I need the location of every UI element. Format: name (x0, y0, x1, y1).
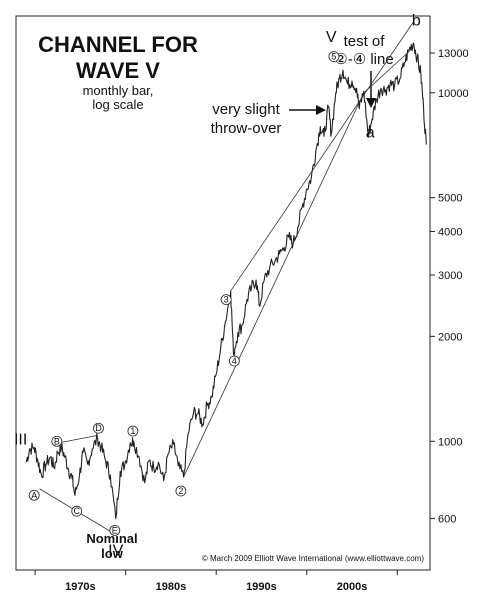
y-tick-label: 3000 (438, 270, 462, 282)
chart-title-line-2: WAVE V (76, 58, 160, 83)
circle-marker-label: 2 (178, 486, 183, 496)
nominal-low-line-1: Nominal (86, 531, 137, 546)
circle-marker (127, 425, 139, 437)
x-tick-label: 2000s (337, 581, 368, 593)
nominal-low-line-2: low (101, 546, 124, 561)
copyright-note: © March 2009 Elliott Wave International … (202, 554, 424, 563)
circle-marker (175, 485, 187, 497)
throw-over-line-1: very slight (212, 101, 280, 118)
y-tick-label: 1000 (438, 436, 462, 448)
circle-marker-label: B (54, 436, 60, 446)
channel-lower-extension (363, 47, 414, 94)
channel-lines (39, 21, 414, 535)
circle-marker-label: E (112, 525, 118, 535)
circle-marker (93, 422, 104, 434)
y-tick-label: 2000 (438, 331, 462, 343)
y-tick-label: 4000 (438, 226, 462, 238)
wave-label: b (412, 12, 421, 29)
test-line-2: ②-④ line (334, 51, 393, 68)
test-line-1: test of (344, 33, 386, 50)
price-line (25, 42, 427, 520)
circle-marker-label: 5 (331, 52, 336, 62)
throw-over-line-2: throw-over (211, 120, 282, 137)
circle-marker (328, 51, 340, 63)
price-series (25, 42, 427, 520)
wave-label: IV (108, 543, 123, 560)
line-b-d (59, 434, 98, 444)
circle-marker (220, 294, 232, 305)
circle-marker (109, 524, 121, 536)
chart-subtitle-line-1: monthly bar, (83, 83, 154, 98)
wave-label: a (366, 124, 375, 141)
x-tick-label: 1980s (156, 581, 187, 593)
y-tick-label: 13000 (438, 48, 469, 60)
y-tick-label: 600 (438, 514, 456, 526)
circle-marker-label: D (95, 423, 102, 433)
test-line-arrowhead (366, 98, 376, 108)
circle-marker-label: 1 (130, 426, 135, 436)
wave-label: III (14, 431, 27, 448)
circle-marker-label: 4 (232, 356, 237, 366)
y-tick-label: 10000 (438, 88, 469, 100)
wave-labels: III IV Va b (14, 12, 421, 559)
x-tick-label: 1990s (246, 581, 277, 593)
channel-upper-line (230, 21, 414, 292)
circle-marker (71, 505, 83, 517)
wave-label: V (326, 29, 337, 46)
circle-marker-label: 3 (224, 295, 229, 305)
x-axis: 1970s 1980s 1990s 2000s (34, 570, 398, 593)
y-tick-label: 5000 (438, 193, 462, 205)
y-axis: 600 1000 2000 3000 4000 5000 10000 13000 (430, 48, 469, 526)
circle-marker (51, 435, 63, 447)
chart-title-line-1: CHANNEL FOR (38, 32, 198, 57)
chart-subtitle-line-2: log scale (92, 97, 143, 112)
channel-lower-line (183, 92, 365, 478)
circle-labels: A B C D E 1 2 3 4 5 (28, 51, 340, 536)
circle-marker-label: C (74, 506, 81, 516)
x-tick-label: 1970s (65, 581, 96, 593)
chart-frame (15, 15, 431, 571)
circle-marker (28, 489, 40, 501)
throw-over-arrowhead (316, 105, 326, 115)
circle-marker-label: A (31, 490, 37, 500)
circle-marker (228, 355, 240, 367)
